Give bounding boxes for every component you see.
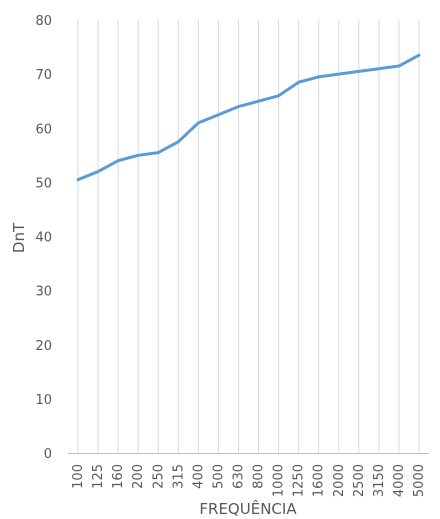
x-tick-label-3150: 3150 (372, 464, 387, 497)
y-tick-label-70: 70 (35, 68, 52, 83)
series-line-0 (76, 53, 421, 182)
x-axis-tick-labels: 100 125 160 200 250 315 400 500 630 800 1000 1250 16… (71, 464, 427, 497)
x-tick-label-2000: 2000 (332, 464, 347, 497)
y-tick-label-50: 50 (35, 176, 52, 191)
x-tick-label-1600: 1600 (312, 464, 327, 497)
x-tick-label-5000: 5000 (412, 464, 427, 497)
y-tick-label-20: 20 (35, 339, 52, 354)
x-tick-label-160: 160 (111, 464, 126, 489)
x-tick-label-100: 100 (71, 464, 86, 489)
x-tick-label-125: 125 (91, 464, 106, 489)
x-tick-label-200: 200 (131, 464, 146, 489)
y-tick-label-30: 30 (35, 285, 52, 300)
x-tick-label-800: 800 (252, 464, 267, 489)
y-axis-tick-labels: 0 10 20 30 40 50 60 70 80 (35, 14, 52, 462)
y-axis-title: DnT (10, 222, 28, 253)
y-tick-label-0: 0 (44, 447, 52, 462)
x-axis-title: FREQUÊNCIA (199, 499, 297, 518)
x-tick-label-1250: 1250 (292, 464, 307, 497)
x-tick-label-2500: 2500 (352, 464, 367, 497)
x-tick-label-630: 630 (231, 464, 246, 489)
grid-lines (77, 20, 420, 453)
y-tick-label-10: 10 (35, 393, 52, 408)
series-lines (76, 53, 421, 182)
x-tick-label-315: 315 (171, 464, 186, 489)
x-tick-label-400: 400 (191, 464, 206, 489)
x-tick-label-1000: 1000 (272, 464, 287, 497)
x-tick-label-4000: 4000 (392, 464, 407, 497)
x-tick-label-250: 250 (151, 464, 166, 489)
y-tick-label-80: 80 (35, 14, 52, 29)
x-tick-label-500: 500 (211, 464, 226, 489)
y-tick-label-60: 60 (35, 122, 52, 137)
y-tick-label-40: 40 (35, 231, 52, 246)
